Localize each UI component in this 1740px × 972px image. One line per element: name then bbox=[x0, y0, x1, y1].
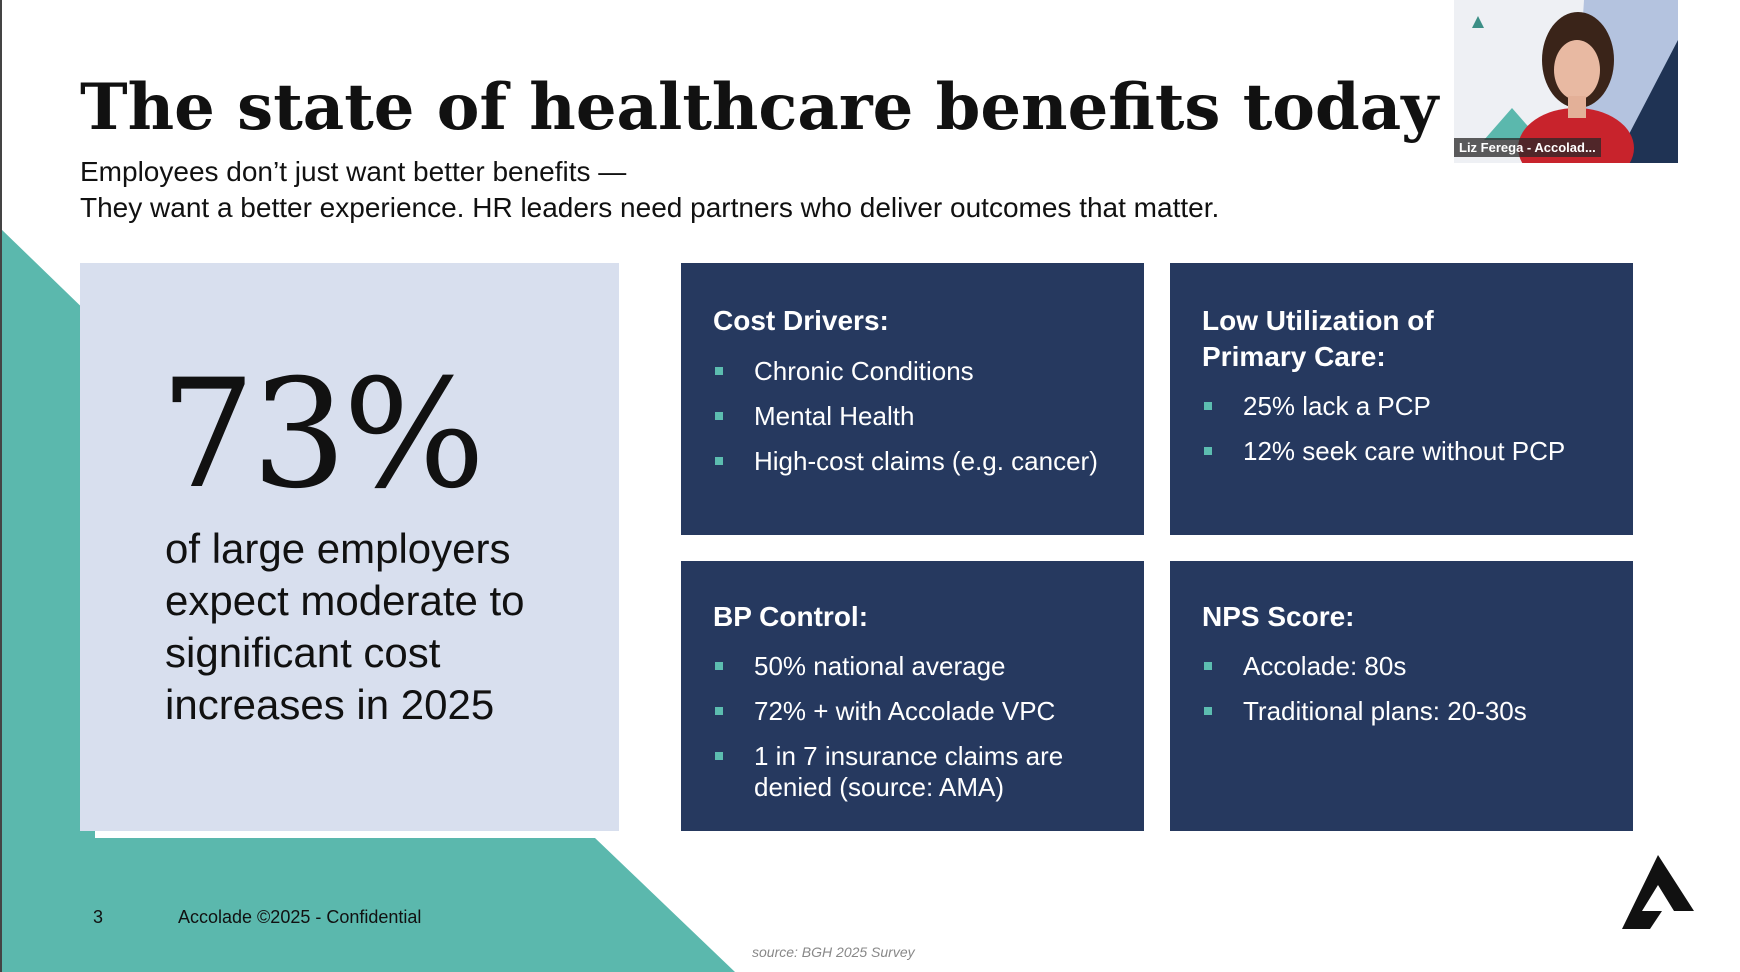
slide-title: The state of healthcare benefits today bbox=[80, 70, 1439, 145]
accolade-logo-icon bbox=[1622, 855, 1694, 929]
list-item: Mental Health bbox=[713, 401, 1098, 432]
bullet-icon bbox=[1204, 447, 1212, 455]
list-item: 50% national average bbox=[713, 651, 1094, 682]
card-title: NPS Score: bbox=[1202, 601, 1355, 632]
card-title: BP Control: bbox=[713, 601, 869, 632]
card-title: Cost Drivers: bbox=[713, 305, 889, 336]
stat-description: of large employers expect moderate to si… bbox=[165, 525, 525, 728]
list-item: 25% lack a PCP bbox=[1202, 391, 1565, 422]
list-item: 72% + with Accolade VPC bbox=[713, 696, 1094, 727]
card-list: 25% lack a PCP 12% seek care without PCP bbox=[1202, 391, 1565, 481]
card-bp-control: BP Control: 50% national average 72% + w… bbox=[681, 561, 1144, 831]
window-edge bbox=[0, 0, 2, 972]
subtitle-line-2: They want a better experience. HR leader… bbox=[80, 192, 1220, 223]
participant-name-label: Liz Ferega - Accolad... bbox=[1454, 138, 1601, 157]
bullet-icon bbox=[1204, 707, 1212, 715]
bullet-icon bbox=[715, 752, 723, 760]
participant-video-feed bbox=[1454, 0, 1678, 163]
stat-number: 73% bbox=[160, 348, 485, 522]
card-list: 50% national average 72% + with Accolade… bbox=[713, 651, 1094, 817]
list-item: Chronic Conditions bbox=[713, 356, 1098, 387]
list-item: 1 in 7 insurance claims are denied (sour… bbox=[713, 741, 1094, 803]
slide-subtitle: Employees don’t just want better benefit… bbox=[80, 154, 1219, 226]
page-number: 3 bbox=[93, 907, 104, 927]
card-cost-drivers: Cost Drivers: Chronic Conditions Mental … bbox=[681, 263, 1144, 535]
list-item: High-cost claims (e.g. cancer) bbox=[713, 446, 1098, 477]
bullet-icon bbox=[1204, 402, 1212, 410]
bullet-icon bbox=[715, 457, 723, 465]
confidential-notice: Accolade ©2025 - Confidential bbox=[178, 907, 422, 927]
stat-panel: 73% of large employers expect moderate t… bbox=[80, 263, 619, 831]
list-item: 12% seek care without PCP bbox=[1202, 436, 1565, 467]
card-title: Low Utilization of Primary Care: bbox=[1202, 305, 1434, 372]
source-note: source: BGH 2025 Survey bbox=[752, 944, 915, 960]
bullet-icon bbox=[715, 707, 723, 715]
card-nps-score: NPS Score: Accolade: 80s Traditional pla… bbox=[1170, 561, 1633, 831]
bullet-icon bbox=[715, 367, 723, 375]
subtitle-line-1: Employees don’t just want better benefit… bbox=[80, 156, 627, 187]
list-item: Accolade: 80s bbox=[1202, 651, 1527, 682]
card-list: Chronic Conditions Mental Health High-co… bbox=[713, 356, 1098, 491]
bullet-icon bbox=[1204, 662, 1212, 670]
list-item: Traditional plans: 20-30s bbox=[1202, 696, 1527, 727]
bullet-icon bbox=[715, 662, 723, 670]
card-low-utilization: Low Utilization of Primary Care: 25% lac… bbox=[1170, 263, 1633, 535]
participant-video-tile[interactable]: Liz Ferega - Accolad... bbox=[1454, 0, 1678, 163]
card-list: Accolade: 80s Traditional plans: 20-30s bbox=[1202, 651, 1527, 741]
bullet-icon bbox=[715, 412, 723, 420]
slide-corner-shape bbox=[1616, 0, 1678, 163]
